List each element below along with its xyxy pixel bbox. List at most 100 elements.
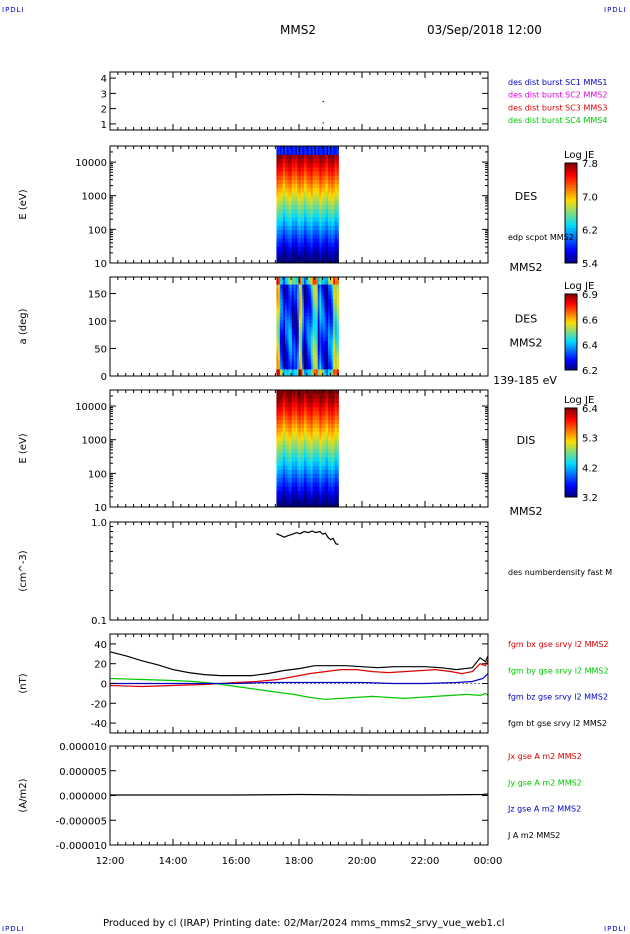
heatmap-cell-p1 xyxy=(310,237,314,243)
heatmap-cell-p3 xyxy=(281,473,284,479)
heatmap-cell-p2 xyxy=(295,330,298,335)
heatmap-cell-p1 xyxy=(293,225,296,231)
heatmap-cell-p2 xyxy=(300,361,303,366)
heatmap-cell-p2 xyxy=(329,365,332,370)
heatmap-cell-p3 xyxy=(276,465,279,470)
heatmap-cell-p3 xyxy=(334,410,338,416)
heatmap-cell-p2 xyxy=(331,280,334,285)
heatmap-cell-p1 xyxy=(303,246,307,251)
heatmap-cell-p2 xyxy=(278,319,281,324)
heatmap-cell-p1 xyxy=(312,242,315,247)
heatmap-cell-p1 xyxy=(336,246,339,251)
heatmap-cell-p3 xyxy=(336,406,339,412)
heatmap-cell-p3 xyxy=(288,440,291,445)
heatmap-cell-p3 xyxy=(321,423,324,429)
heatmap-cell-p2 xyxy=(276,277,279,282)
heatmap-cell-p2 xyxy=(333,322,336,327)
heatmap-cell-p1 xyxy=(291,150,295,155)
heatmap-cell-p1 xyxy=(288,162,291,168)
heatmap-cell-p1 xyxy=(312,237,315,243)
heatmap-cell-p2 xyxy=(316,322,319,327)
legend-entry-p5-2: fgm bz gse srvy l2 MMS2 xyxy=(508,693,608,702)
heatmap-cell-p1 xyxy=(312,233,315,239)
heatmap-cell-p2 xyxy=(302,284,305,289)
heatmap-cell-p1 xyxy=(305,242,308,247)
heatmap-cell-p1 xyxy=(278,204,281,210)
heatmap-cell-p3 xyxy=(290,402,293,408)
heatmap-cell-p1 xyxy=(331,196,334,201)
colorbar-label-p3-2: 4.2 xyxy=(582,463,598,474)
heatmap-cell-p3 xyxy=(281,490,284,495)
heatmap-cell-p2 xyxy=(307,361,310,366)
heatmap-cell-p2 xyxy=(326,333,329,338)
scatter-point-0 xyxy=(322,101,324,103)
heatmap-cell-p3 xyxy=(329,402,332,408)
panel-bottom-label-p3: MMS2 xyxy=(510,505,543,518)
heatmap-cell-p1 xyxy=(305,154,308,160)
heatmap-cell-p1 xyxy=(297,225,300,231)
heatmap-cell-p2 xyxy=(324,358,327,363)
heatmap-cell-p2 xyxy=(324,294,327,299)
heatmap-cell-p2 xyxy=(283,340,286,345)
heatmap-cell-p2 xyxy=(321,294,324,299)
heatmap-cell-p2 xyxy=(300,319,303,324)
heatmap-cell-p3 xyxy=(305,461,308,466)
heatmap-cell-p2 xyxy=(310,294,314,299)
heatmap-cell-p1 xyxy=(307,150,310,155)
heatmap-cell-p3 xyxy=(283,427,286,433)
heatmap-cell-p1 xyxy=(281,162,284,168)
heatmap-cell-p1 xyxy=(278,187,281,193)
heatmap-cell-p1 xyxy=(336,242,339,247)
heatmap-cell-p3 xyxy=(336,423,339,429)
heatmap-cell-p3 xyxy=(276,456,279,462)
heatmap-cell-p1 xyxy=(317,242,320,247)
heatmap-cell-p3 xyxy=(326,431,329,437)
heatmap-cell-p1 xyxy=(324,237,327,243)
heatmap-cell-p1 xyxy=(276,158,279,164)
heatmap-cell-p1 xyxy=(312,254,315,260)
heatmap-cell-p1 xyxy=(283,217,286,222)
heatmap-cell-p3 xyxy=(300,456,303,462)
heatmap-cell-p3 xyxy=(336,415,339,420)
heatmap-cell-p1 xyxy=(279,204,283,210)
heatmap-cell-p2 xyxy=(321,368,324,373)
heatmap-cell-p3 xyxy=(281,494,284,500)
colorbar-title-p1: Log JE xyxy=(564,150,594,161)
heatmap-cell-p3 xyxy=(307,490,310,495)
heatmap-cell-p1 xyxy=(324,225,327,231)
heatmap-cell-p3 xyxy=(297,406,300,412)
colorbar-cell-p3 xyxy=(565,443,577,447)
heatmap-cell-p3 xyxy=(276,473,279,479)
heatmap-cell-p3 xyxy=(319,402,322,408)
heatmap-cell-p1 xyxy=(302,204,305,210)
heatmap-cell-p3 xyxy=(336,444,339,449)
heatmap-cell-p2 xyxy=(285,319,288,324)
heatmap-cell-p2 xyxy=(278,365,281,370)
heatmap-cell-p3 xyxy=(283,477,286,483)
heatmap-cell-p2 xyxy=(319,333,322,338)
colorbar-cell-p3 xyxy=(565,488,577,491)
heatmap-cell-p1 xyxy=(321,166,324,172)
heatmap-cell-p2 xyxy=(322,340,326,345)
heatmap-cell-p1 xyxy=(300,187,303,193)
heatmap-cell-p3 xyxy=(326,423,329,429)
heatmap-cell-p2 xyxy=(334,347,338,352)
heatmap-cell-p2 xyxy=(336,301,339,306)
heatmap-cell-p2 xyxy=(309,347,312,352)
heatmap-cell-p2 xyxy=(276,280,279,285)
heatmap-cell-p1 xyxy=(298,166,302,172)
heatmap-cell-p3 xyxy=(331,435,334,441)
heatmap-cell-p3 xyxy=(278,423,281,429)
heatmap-cell-p2 xyxy=(283,368,286,373)
heatmap-cell-p1 xyxy=(290,154,293,160)
heatmap-cell-p2 xyxy=(281,365,284,370)
heatmap-cell-p2 xyxy=(326,337,329,342)
heatmap-cell-p2 xyxy=(326,277,329,282)
heatmap-cell-p2 xyxy=(278,291,281,296)
heatmap-cell-p1 xyxy=(326,191,329,197)
heatmap-cell-p2 xyxy=(329,291,332,296)
heatmap-cell-p2 xyxy=(312,294,315,299)
heatmap-cell-p3 xyxy=(321,398,324,404)
heatmap-cell-p3 xyxy=(312,452,315,458)
heatmap-cell-p3 xyxy=(302,456,305,462)
